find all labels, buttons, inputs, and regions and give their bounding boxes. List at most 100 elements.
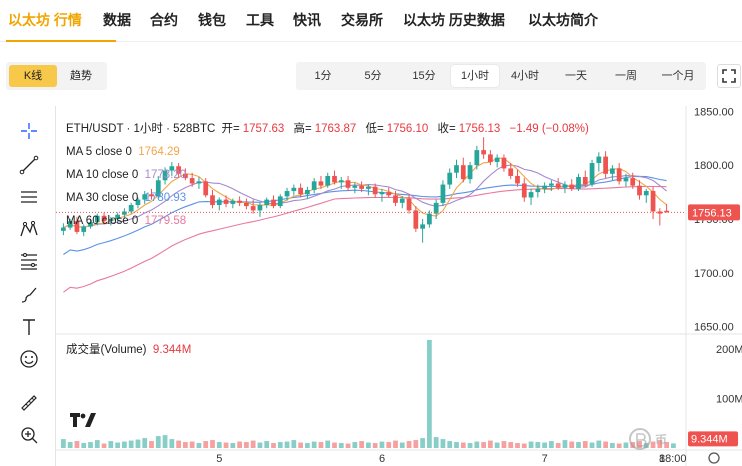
candle-body <box>291 187 297 192</box>
candle-body <box>311 181 317 190</box>
volume-bar <box>440 439 446 448</box>
candle-body <box>277 196 283 207</box>
volume-bar <box>338 443 344 448</box>
candle-body <box>427 213 432 225</box>
nav-eth-history[interactable]: 以太坊 历史数据 <box>403 12 505 28</box>
volume-bar <box>332 442 337 448</box>
candle-body <box>210 195 215 206</box>
candle-body <box>237 200 242 203</box>
candle-body <box>338 180 344 183</box>
volume-bar <box>488 440 493 448</box>
candle-body <box>393 195 398 203</box>
open-value: 1757.63 <box>242 123 285 135</box>
period-1mo[interactable]: 一个月 <box>661 70 695 82</box>
candle-body <box>366 186 371 189</box>
chart-toolbar: K线 趋势 1分 5分 15分 1小时 4小时 一天 一周 一个月 <box>0 56 742 96</box>
candle-body <box>155 180 161 197</box>
nav-eth-market[interactable]: 以太坊 行情 <box>8 12 82 28</box>
nav-tools[interactable]: 工具 <box>246 12 274 28</box>
nav-news[interactable]: 快讯 <box>293 12 321 28</box>
horizontal-lines-tool[interactable] <box>16 184 42 210</box>
candle-body <box>555 183 561 188</box>
brush-tool[interactable] <box>16 282 42 308</box>
time-tick-label: 18:00 <box>659 453 687 465</box>
fib-tool[interactable] <box>16 248 42 274</box>
nav-contract[interactable]: 合约 <box>150 12 178 28</box>
candle-body <box>582 177 588 185</box>
candle-body <box>413 210 419 229</box>
nav-wallet[interactable]: 钱包 <box>198 12 226 28</box>
nav-exchange[interactable]: 交易所 <box>341 12 383 28</box>
period-1m[interactable]: 1分 <box>314 70 332 82</box>
volume-bar <box>528 441 534 448</box>
candle-body <box>433 202 439 214</box>
fib-icon <box>21 253 37 270</box>
price-tick-label: 1650.00 <box>694 322 734 334</box>
zoom-in-icon <box>21 427 38 444</box>
candle-body <box>318 181 324 186</box>
settings-icon[interactable] <box>708 452 720 464</box>
volume-bar <box>345 443 351 448</box>
ma10-legend: MA 10 close 0 1773.20 <box>66 169 187 181</box>
price-chart[interactable]: 1650.001700.001750.001800.001850.00100M2… <box>56 106 742 466</box>
candle-body <box>94 215 100 223</box>
volume-bar <box>501 441 507 448</box>
volume-bar <box>569 441 575 448</box>
tab-kline[interactable]: K线 <box>9 65 57 87</box>
candle-body <box>379 192 385 195</box>
volume-bar <box>237 441 242 448</box>
pattern-tool[interactable] <box>16 216 42 242</box>
volume-bar <box>664 442 669 448</box>
chart-legend: ETH/USDT · 1小时 · 528BTC 开= 1757.63 高= 1763… <box>66 118 592 233</box>
candle-body <box>460 165 466 180</box>
volume-bar <box>494 442 500 448</box>
candle-body <box>284 191 290 197</box>
volume-bar <box>603 441 608 448</box>
zoom-in-tool[interactable] <box>16 422 42 448</box>
candle-body <box>542 185 547 189</box>
volume-bar <box>74 441 80 448</box>
period-5m[interactable]: 5分 <box>364 70 382 82</box>
period-15m[interactable]: 15分 <box>412 70 436 82</box>
candle-body <box>250 206 256 211</box>
volume-bar <box>454 442 459 448</box>
volume-bar <box>406 441 412 448</box>
volume-bar <box>284 441 290 448</box>
candle-body <box>135 199 141 206</box>
fullscreen-icon <box>722 69 736 83</box>
text-tool[interactable] <box>16 314 42 340</box>
volume-bar <box>311 441 317 448</box>
volume-bar <box>230 443 236 448</box>
candle-body <box>474 150 480 166</box>
nav-data[interactable]: 数据 <box>103 12 131 28</box>
emoji-icon <box>20 350 38 368</box>
volume-bar <box>305 443 310 448</box>
emoji-tool[interactable] <box>16 346 42 372</box>
trend-line-tool[interactable] <box>16 152 42 178</box>
candle-body <box>108 219 114 222</box>
volume-bar <box>122 441 127 448</box>
ruler-tool[interactable] <box>16 390 42 416</box>
period-1h[interactable]: 1小时 <box>451 65 499 87</box>
candle-body <box>61 227 66 231</box>
period-1d[interactable]: 一天 <box>565 70 587 82</box>
period-1w[interactable]: 一周 <box>615 70 637 82</box>
last-price-tag <box>688 204 740 221</box>
fullscreen-button[interactable] <box>717 64 741 88</box>
tab-trend[interactable]: 趋势 <box>70 70 92 82</box>
volume-bar <box>81 443 87 448</box>
candle-body <box>196 181 202 184</box>
volume-value: 9.344M <box>152 344 192 356</box>
candle-body <box>603 156 608 174</box>
pattern-icon <box>20 220 38 237</box>
candle-body <box>549 183 554 186</box>
crosshair-tool[interactable] <box>16 118 42 144</box>
period-4h[interactable]: 4小时 <box>510 70 540 82</box>
open-label: 开= <box>221 123 240 135</box>
candle-body <box>149 194 154 197</box>
candle-body <box>610 168 615 174</box>
volume-bar <box>535 442 541 448</box>
nav-eth-intro[interactable]: 以太坊简介 <box>528 12 598 28</box>
candle-body <box>244 202 249 207</box>
candle-body <box>67 221 73 228</box>
